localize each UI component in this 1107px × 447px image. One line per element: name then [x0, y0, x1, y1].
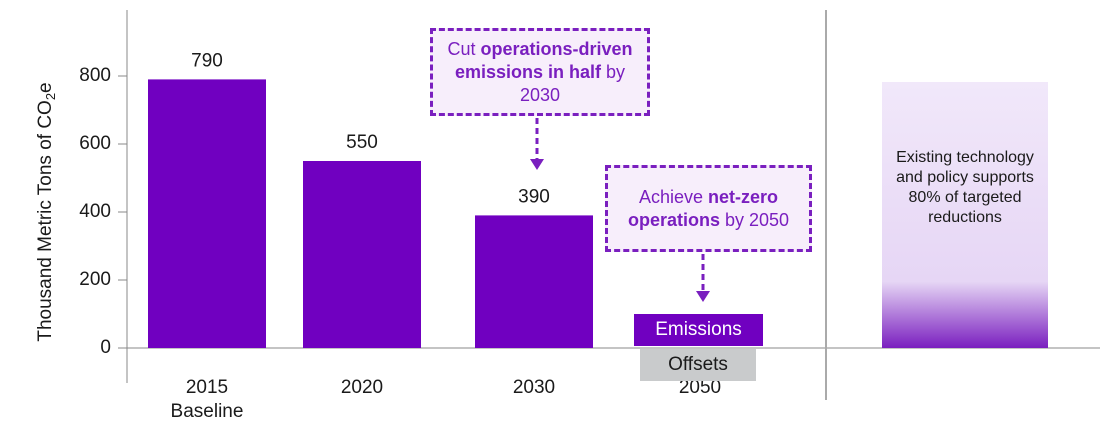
arrow-head	[530, 159, 544, 170]
callout-text: Cut operations-driven emissions in half …	[439, 38, 641, 107]
callout: Cut operations-driven emissions in half …	[430, 28, 650, 116]
bar	[148, 79, 266, 349]
y-tick-label: 400	[79, 201, 111, 222]
callout-part: by 2050	[719, 209, 790, 230]
arrow-head	[696, 291, 710, 302]
value-label: 550	[346, 132, 378, 153]
bar	[303, 161, 421, 348]
callout-text: Achieve net-zero operations by 2050	[614, 186, 803, 232]
value-label: 390	[518, 186, 550, 207]
y-title-part: Thousand Metric Tons of CO	[35, 100, 56, 341]
x-tick-label: 2015	[186, 377, 228, 398]
y-title-part: e	[35, 82, 56, 93]
side-note: Existing technology and policy supports …	[882, 82, 1048, 348]
y-tick-label: 0	[100, 337, 111, 358]
x-tick-label: 2050	[679, 377, 721, 398]
x-tick-label: 2020	[341, 377, 383, 398]
callout-part: operations-driven emissions in half	[454, 38, 633, 82]
y-title-sub: 2	[43, 93, 58, 100]
callout-part: net-zero operations	[627, 186, 779, 230]
legend-emissions: Emissions	[634, 314, 763, 346]
y-tick-label: 200	[79, 269, 111, 290]
y-tick-label: 800	[79, 65, 111, 86]
x-tick-label: 2030	[513, 377, 555, 398]
callout-part: Achieve	[638, 186, 709, 207]
value-label: 790	[191, 50, 223, 71]
callout-part: Cut	[447, 38, 481, 59]
bar	[475, 215, 593, 348]
callout: Achieve net-zero operations by 2050	[605, 165, 812, 252]
y-tick-label: 600	[79, 133, 111, 154]
baseline-label: Baseline	[171, 401, 244, 422]
legend-offsets: Offsets	[640, 349, 756, 381]
y-axis-title: Thousand Metric Tons of CO2e	[35, 82, 58, 341]
callout-part: by 2030	[519, 61, 626, 105]
